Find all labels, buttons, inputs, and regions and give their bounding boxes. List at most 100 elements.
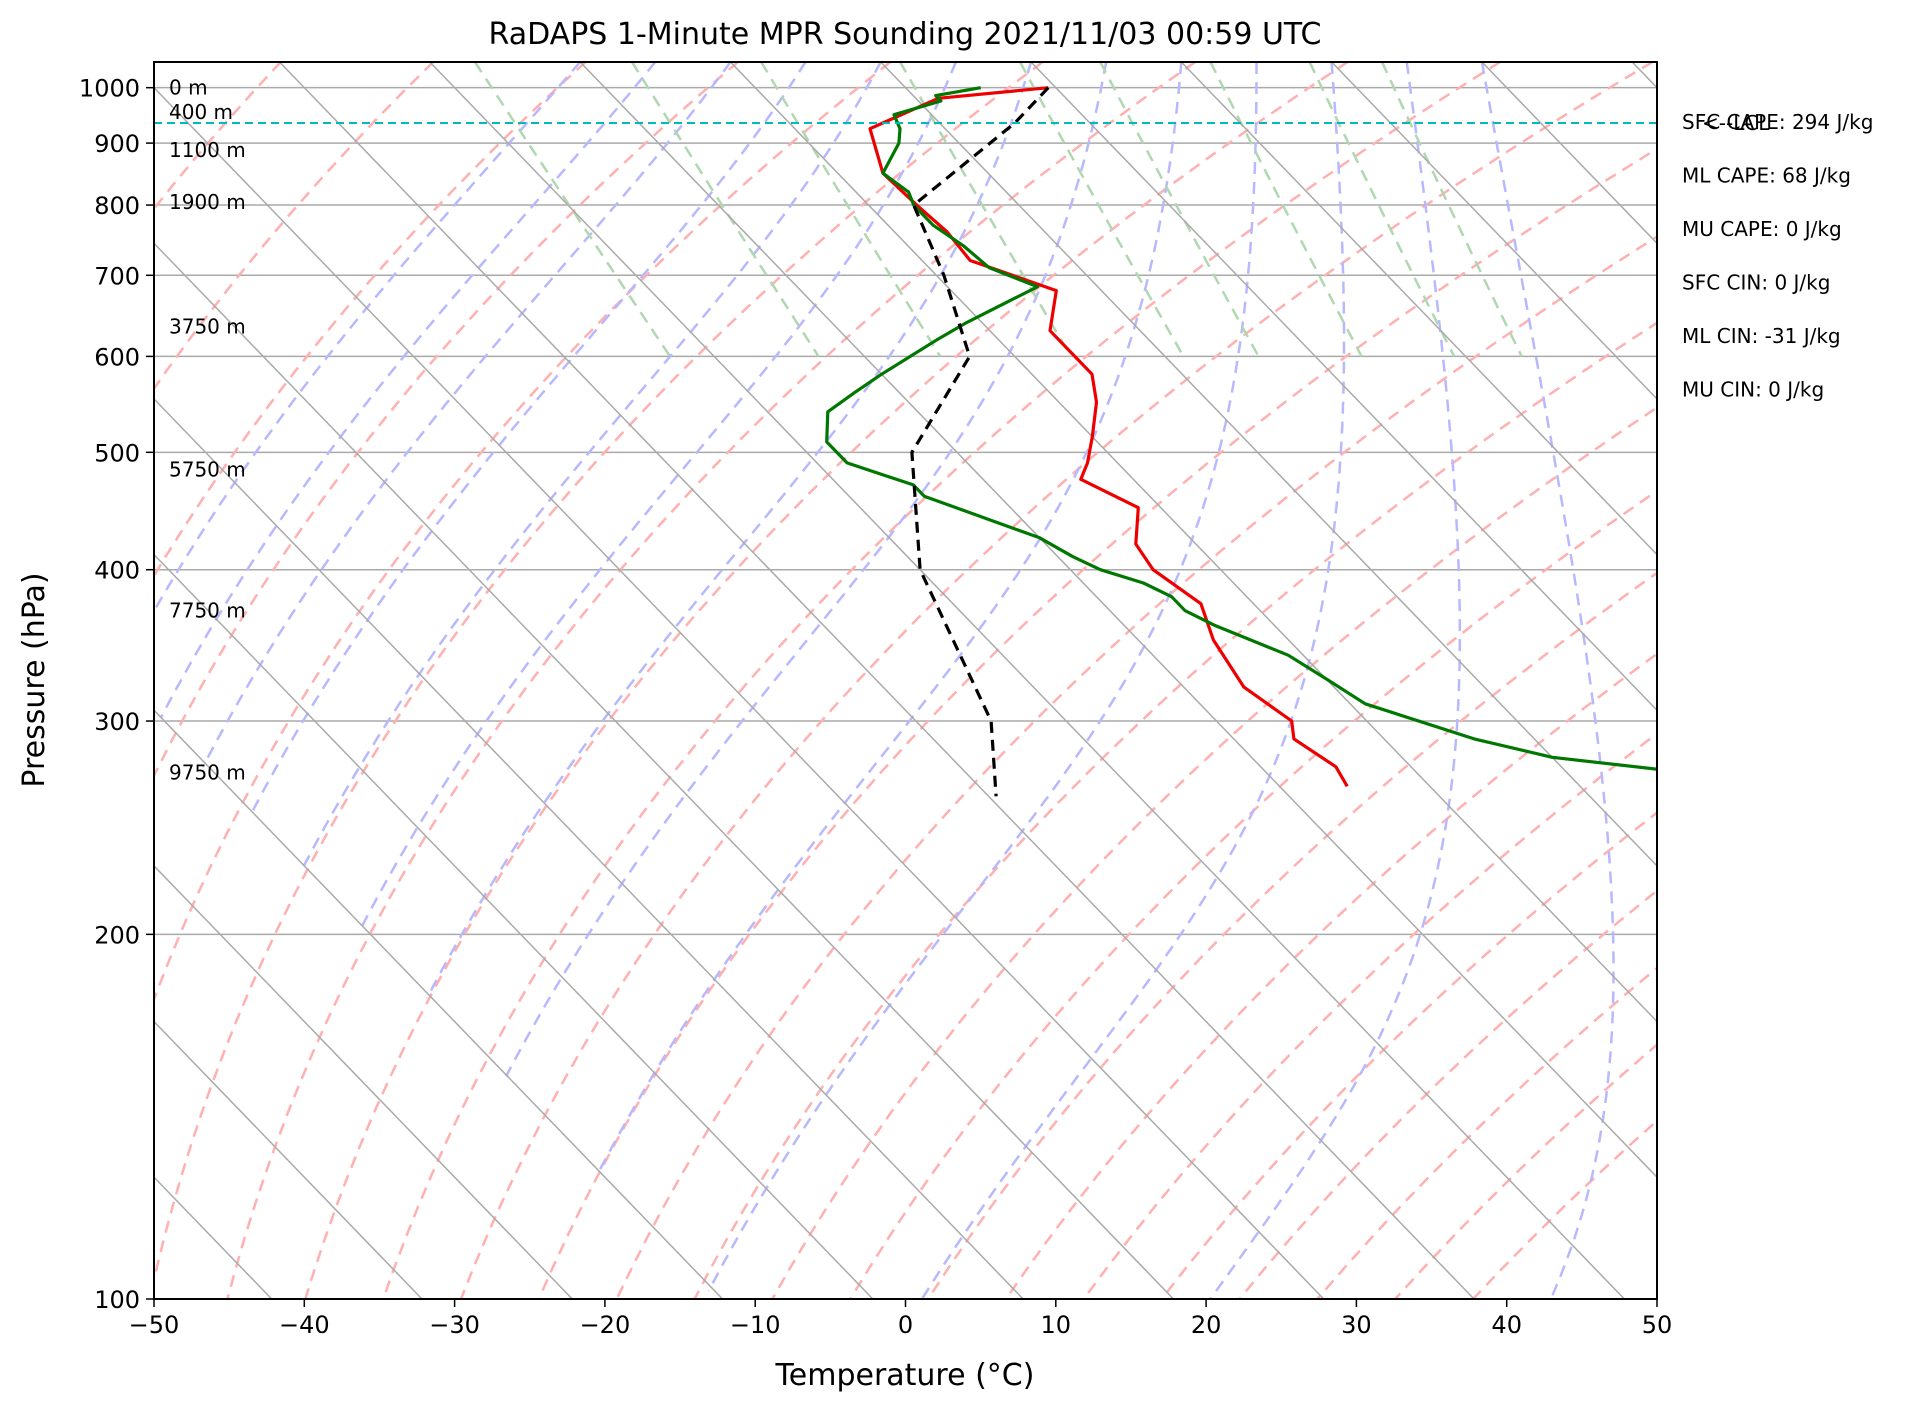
mixing-ratio-line [630, 62, 820, 358]
x-tick-label: 30 [1341, 1311, 1372, 1339]
y-tick-label: 700 [94, 262, 140, 290]
moist-adiabat-line [707, 62, 1258, 1292]
y-tick-label: 100 [94, 1286, 140, 1314]
mixing-ratio-line [1308, 62, 1456, 357]
moist-adiabat-line [595, 62, 1183, 1176]
height-label: 1900 m [169, 190, 246, 214]
moist-adiabat-line [154, 62, 582, 614]
dry-adiabat-line [1160, 811, 1657, 1299]
isotherm-line [880, 62, 1657, 867]
moist-adiabat-line [201, 62, 732, 768]
dry-adiabat-line [849, 489, 1657, 1299]
moist-adiabat-line [1480, 62, 1615, 1299]
background-lines [154, 62, 1657, 1299]
y-tick-label: 1000 [79, 75, 140, 103]
height-label: 400 m [169, 100, 233, 124]
stability-index: MU CAPE: 0 J/kg [1682, 217, 1842, 241]
x-tick-label: −20 [580, 1311, 631, 1339]
dry-adiabat-line [1316, 966, 1657, 1299]
stability-indices: SFC CAPE: 294 J/kg ML CAPE: 68 J/kg MU CAP… [1682, 110, 1873, 402]
y-axis-label: Pressure (hPa) [17, 572, 52, 787]
dry-adiabat-line [1004, 652, 1657, 1299]
moist-adiabat-line [425, 62, 1033, 999]
series-line [868, 86, 1349, 788]
isotherm-line [1481, 62, 1657, 245]
x-tick-label: 0 [898, 1311, 913, 1339]
isotherm-line [729, 62, 1657, 1023]
dry-adiabat-line [1394, 1043, 1657, 1299]
isotherm-line [1631, 62, 1657, 89]
isotherm-line [154, 1020, 423, 1299]
dry-adiabat-line [154, 62, 587, 579]
series-line [825, 86, 1657, 771]
y-tick-label: 600 [94, 343, 140, 371]
height-label: 0 m [169, 76, 208, 100]
isotherm-line [1030, 62, 1657, 712]
mixing-ratio-line [899, 62, 1072, 358]
y-tick-label: 800 [94, 192, 140, 220]
series-lines [154, 86, 1657, 797]
series-line [910, 86, 1050, 797]
lcl-label: <--LCL [1702, 111, 1770, 135]
moist-adiabat-line [920, 62, 1346, 1299]
dry-adiabat-line [1472, 1119, 1657, 1299]
moist-adiabat-line [250, 62, 807, 813]
moist-adiabat-line [359, 62, 958, 929]
dry-adiabat-line [226, 62, 1196, 1299]
y-tick-label: 900 [94, 130, 140, 158]
isotherm-line [1331, 62, 1657, 401]
x-tick-label: 50 [1642, 1311, 1673, 1339]
mixing-ratio-line [1099, 62, 1260, 358]
moist-adiabat-line [159, 62, 657, 719]
x-tick-label: −30 [429, 1311, 480, 1339]
chart-title: RaDAPS 1-Minute MPR Sounding 2021/11/03 … [489, 17, 1322, 52]
x-axis-label: Temperature (°C) [775, 1358, 1035, 1393]
x-tick-label: 20 [1191, 1311, 1222, 1339]
dry-adiabat-line [615, 235, 1657, 1299]
dry-adiabat-line [693, 321, 1657, 1299]
mixing-ratio-line [1209, 62, 1363, 357]
stability-index: ML CAPE: 68 J/kg [1682, 164, 1851, 188]
stability-index: SFC CAPE: 294 J/kg [1682, 110, 1873, 134]
dry-adiabat-line [154, 62, 434, 391]
isotherm-line [278, 62, 1475, 1299]
dry-adiabat-line [771, 406, 1657, 1299]
moist-adiabat-line [1209, 62, 1462, 1299]
height-label: 5750 m [169, 457, 246, 481]
y-tick-label: 500 [94, 439, 140, 467]
isotherm-line [1180, 62, 1657, 556]
x-tick-label: 10 [1041, 1311, 1072, 1339]
x-tick-label: 40 [1491, 1311, 1522, 1339]
dry-adiabat-line [382, 62, 1501, 1299]
height-label: 9750 m [169, 761, 246, 785]
moist-adiabat-line [302, 62, 882, 867]
height-label: 3750 m [169, 315, 246, 339]
isotherm-line [154, 242, 1174, 1299]
isotherm-line [154, 709, 724, 1299]
isotherm-line [579, 62, 1657, 1179]
dry-adiabat-line [537, 147, 1657, 1299]
dry-adiabat-line [927, 571, 1657, 1299]
y-tick-label: 300 [94, 708, 140, 736]
y-tick-label: 200 [94, 921, 140, 949]
dry-adiabat-line [154, 62, 892, 1003]
x-axis-ticks: −50 −40 −30 −20 −10 0 10 20 30 40 50 [129, 1299, 1673, 1339]
isotherm-line [154, 553, 874, 1299]
stability-index: SFC CIN: 0 J/kg [1682, 271, 1830, 295]
x-tick-label: −10 [730, 1311, 781, 1339]
isotherm-line [154, 86, 1325, 1299]
height-label: 7750 m [169, 599, 246, 623]
height-label: 1100 m [169, 138, 246, 162]
dry-adiabat-line [304, 62, 1349, 1299]
isotherm-line [154, 864, 573, 1299]
isotherm-line [154, 397, 1024, 1299]
y-axis-ticks: 100 200 300 400 500 600 700 800 900 1000 [79, 75, 154, 1314]
mixing-ratio-line [1018, 62, 1185, 358]
dry-adiabat-line [1082, 732, 1657, 1299]
isotherm-line [429, 62, 1625, 1299]
dry-adiabat-line [154, 62, 1044, 1286]
x-tick-label: −40 [279, 1311, 330, 1339]
stability-index: MU CIN: 0 J/kg [1682, 378, 1824, 402]
moist-adiabat-line [504, 62, 1108, 1077]
